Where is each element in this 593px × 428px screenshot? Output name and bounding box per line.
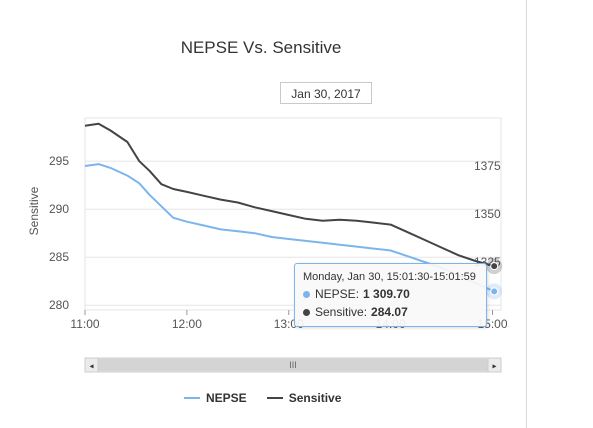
legend-label: NEPSE	[206, 391, 247, 405]
tooltip-header: Monday, Jan 30, 15:01:30-15:01:59	[303, 271, 476, 283]
tooltip-row: NEPSE: 1 309.70	[303, 287, 478, 301]
hover-point-nepse[interactable]	[490, 287, 499, 296]
date-label[interactable]: Jan 30, 2017	[280, 82, 372, 104]
scroll-right-arrow-icon: ▸	[492, 362, 496, 371]
scrollbar-thumb[interactable]	[98, 359, 488, 371]
legend: NEPSE Sensitive	[184, 391, 341, 405]
y-left-tick-label: 280	[49, 298, 69, 312]
x-tick-label: 11:00	[70, 317, 99, 331]
legend-swatch	[266, 397, 283, 399]
scroll-right-button[interactable]	[487, 357, 502, 373]
y-left-tick-label: 290	[49, 202, 69, 216]
tooltip-series-value: 284.07	[371, 305, 408, 319]
y-right-tick-label: 1375	[474, 159, 501, 173]
series-line-sensitive	[84, 122, 495, 268]
tooltip-series-marker	[303, 290, 310, 298]
scrollbar-grip-icon[interactable]: III	[289, 360, 297, 370]
scroll-left-button[interactable]	[84, 357, 99, 373]
legend-item-sensitive[interactable]: Sensitive	[266, 391, 342, 405]
hover-point-sensitive[interactable]	[490, 262, 499, 271]
chart-title: NEPSE Vs. Sensitive	[181, 38, 342, 57]
scroll-left-arrow-icon: ◂	[89, 362, 93, 371]
tooltip-series-marker	[303, 308, 310, 316]
chart-tooltip: Monday, Jan 30, 15:01:30-15:01:59 NEPSE:…	[294, 263, 487, 327]
plot-border	[84, 117, 502, 311]
x-tick-label: 12:00	[172, 317, 202, 331]
tooltip-series-value: 1 309.70	[363, 287, 410, 301]
legend-swatch	[184, 397, 200, 399]
y-left-tick-label: 285	[49, 250, 69, 264]
y-right-tick-label: 1350	[474, 207, 501, 221]
y-left-axis-title: Sensitive	[27, 186, 41, 235]
tooltip-series-name: NEPSE	[315, 287, 356, 301]
page-divider	[526, 0, 527, 428]
y-left-tick-label: 295	[49, 154, 69, 168]
series-layer	[84, 122, 503, 300]
tooltip-row: Sensitive: 284.07	[303, 305, 478, 319]
navigator-scrollbar[interactable]: ◂ ▸ III	[84, 357, 502, 373]
legend-item-nepse[interactable]: NEPSE	[184, 391, 247, 405]
series-line-nepse	[84, 163, 495, 293]
legend-label: Sensitive	[288, 391, 342, 405]
y-left-axis: 280 285 290 295	[49, 154, 69, 312]
tooltip-series-name: Sensitive	[315, 305, 364, 319]
